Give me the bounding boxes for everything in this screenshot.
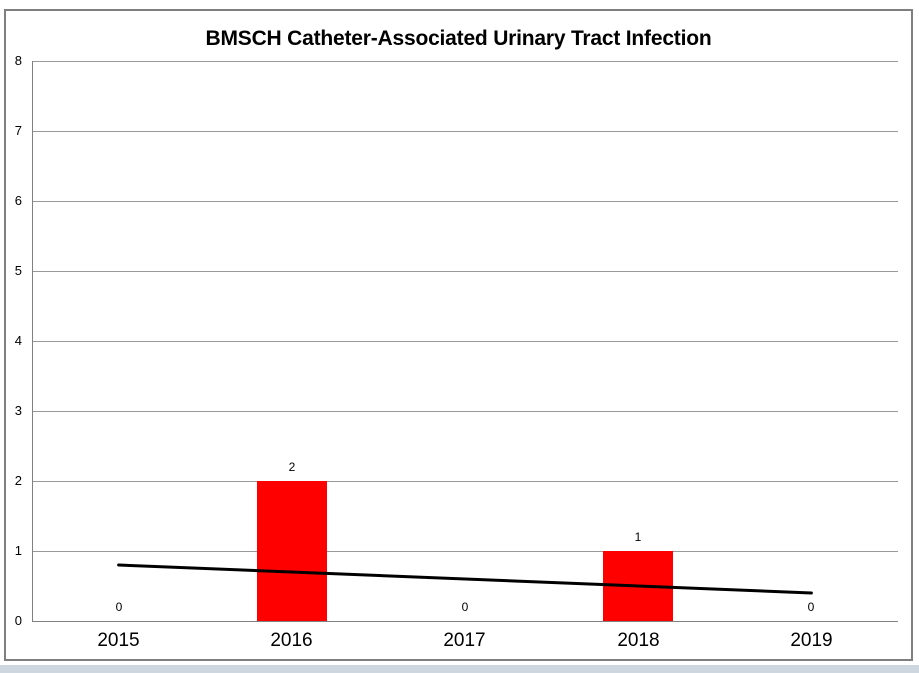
x-axis-tick-label: 2018 [617, 630, 660, 651]
y-axis-tick-label: 2 [14, 473, 22, 488]
gridline [32, 481, 898, 482]
y-axis-tick-label: 1 [14, 543, 22, 558]
data-label: 0 [461, 600, 469, 614]
gridline [32, 131, 898, 132]
window-bottom-edge-strip [0, 665, 919, 673]
y-axis-tick-label: 3 [14, 403, 22, 418]
y-axis-line [32, 61, 33, 621]
gridline [32, 551, 898, 552]
x-axis-tick-label: 2016 [270, 630, 313, 651]
y-axis-tick-label: 7 [14, 123, 22, 138]
data-label: 2 [288, 460, 296, 474]
x-axis-tick-label: 2019 [790, 630, 833, 651]
x-axis-tick-label: 2017 [443, 630, 486, 651]
chart-title: BMSCH Catheter-Associated Urinary Tract … [205, 27, 712, 50]
y-axis-tick-label: 6 [14, 193, 22, 208]
y-axis-tick-label: 8 [14, 53, 22, 68]
gridline [32, 201, 898, 202]
x-axis-tick-label: 2015 [97, 630, 140, 651]
y-axis-tick-label: 5 [14, 263, 22, 278]
gridline [32, 61, 898, 62]
gridline [32, 411, 898, 412]
x-axis-line [32, 621, 898, 622]
chart-object-frame: BMSCH Catheter-Associated Urinary Tract … [4, 9, 913, 661]
gridline [32, 341, 898, 342]
data-label: 1 [634, 530, 642, 544]
data-label: 0 [115, 600, 123, 614]
gridline [32, 271, 898, 272]
data-label: 0 [807, 600, 815, 614]
y-axis-tick-label: 4 [14, 333, 22, 348]
bar-2018 [603, 551, 673, 621]
bar-2016 [257, 481, 327, 621]
y-axis-tick-label: 0 [14, 613, 22, 628]
